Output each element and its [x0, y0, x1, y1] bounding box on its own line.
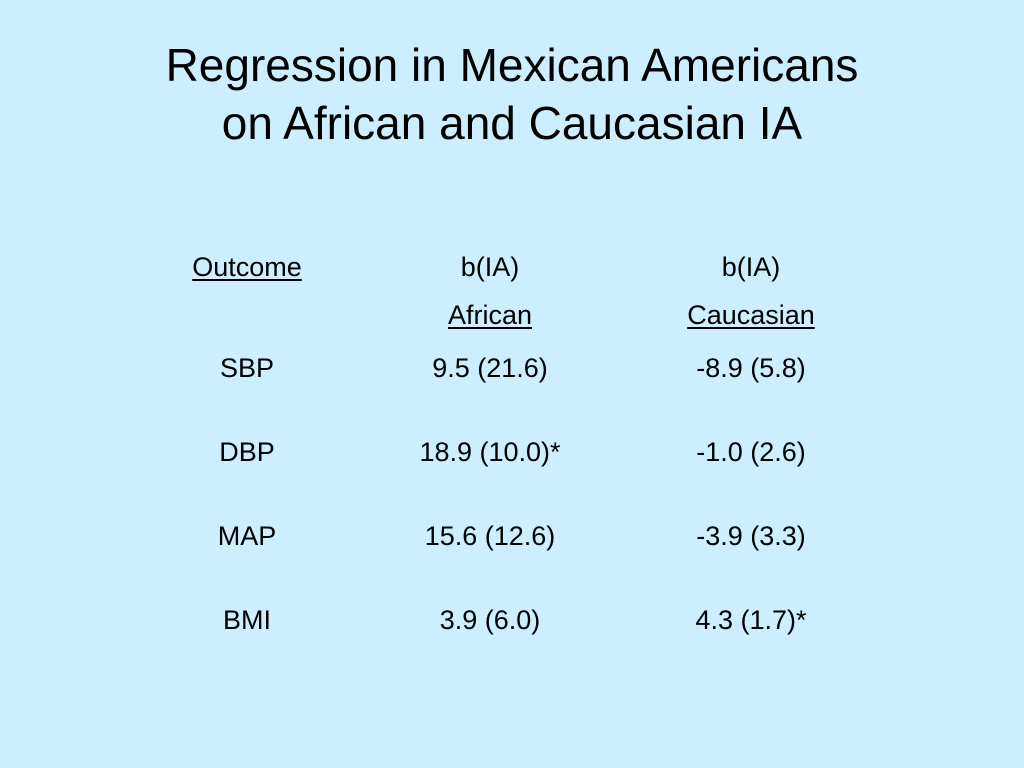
- header-caucasian-line-2: Caucasian: [687, 300, 815, 330]
- slide-title: Regression in Mexican Americans on Afric…: [40, 36, 984, 152]
- row-caucasian-value: -3.9 (3.3): [696, 521, 806, 551]
- header-outcome: Outcome: [192, 252, 302, 282]
- header-african-line-1: b(IA): [460, 252, 520, 282]
- row-outcome: SBP: [219, 353, 275, 383]
- slide-title-line-1: Regression in Mexican Americans: [165, 39, 859, 91]
- row-outcome: MAP: [217, 521, 277, 551]
- row-caucasian-value: -8.9 (5.8): [696, 353, 806, 383]
- header-african-line-2: African: [447, 300, 533, 330]
- row-african-value: 3.9 (6.0): [439, 605, 541, 635]
- row-caucasian-value: 4.3 (1.7)*: [695, 605, 807, 635]
- slide-title-line-2: on African and Caucasian IA: [221, 97, 803, 149]
- header-caucasian-line-1: b(IA): [721, 252, 781, 282]
- row-outcome: DBP: [219, 437, 275, 467]
- row-outcome: BMI: [222, 605, 272, 635]
- row-caucasian-value: -1.0 (2.6): [696, 437, 806, 467]
- row-african-value: 9.5 (21.6): [432, 353, 548, 383]
- row-african-value: 15.6 (12.6): [424, 521, 556, 551]
- row-african-value: 18.9 (10.0)*: [419, 437, 561, 467]
